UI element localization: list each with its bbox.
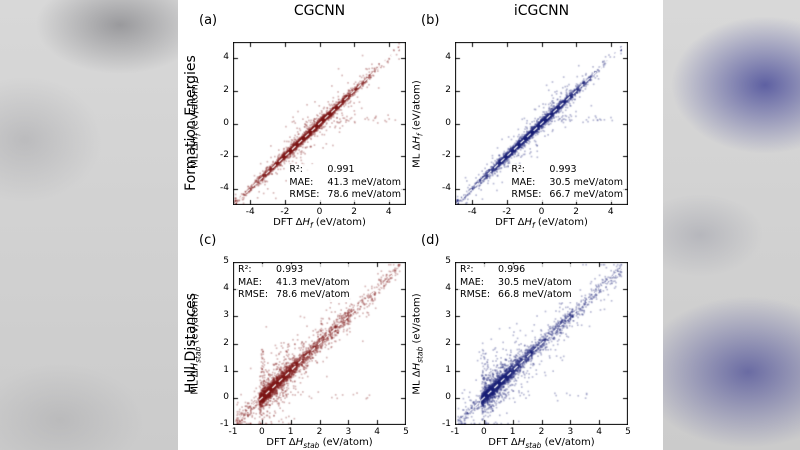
- x-tick-label: -4: [467, 207, 477, 217]
- stat-value: 41.3 meV/atom: [276, 276, 350, 288]
- x-tick-label: 1: [287, 427, 294, 437]
- x-tick-label: -2: [280, 207, 290, 217]
- stat-label: R²:: [289, 164, 303, 176]
- x-tick-label: -4: [245, 207, 255, 217]
- y-axis-label: ML ΔHf (eV/atom): [411, 79, 425, 168]
- y-tick-label: 4: [223, 283, 229, 294]
- stats-box: R²: 0.993 MAE: 41.3 meV/atom RMSE: 78.6 meV/a…: [236, 264, 352, 302]
- stats-box: R²: 0.993 MAE: 30.5 meV/atom RMSE: 66.7 meV/a…: [509, 164, 625, 202]
- y-tick-label: 2: [223, 337, 229, 348]
- x-tick-label: -2: [502, 207, 512, 217]
- stat-label: MAE:: [289, 176, 314, 188]
- x-axis-label: DFT ΔHstab (eV/atom): [488, 437, 595, 450]
- x-tick-label: 0: [480, 427, 487, 437]
- y-tick-label: 0: [223, 117, 229, 128]
- stat-value: 30.5 meV/atom: [498, 276, 572, 288]
- x-tick-label: 5: [403, 427, 409, 437]
- y-axis-label: ML ΔHf (eV/atom): [189, 79, 203, 168]
- y-tick-label: -1: [220, 419, 229, 429]
- stat-value: 0.991: [327, 164, 355, 176]
- x-tick-label: 2: [538, 427, 545, 437]
- stat-value: 0.996: [498, 264, 526, 275]
- stat-label: MAE:: [460, 276, 484, 288]
- x-tick-label: 0: [316, 207, 323, 217]
- subplot-c: (c) -1 0 1 2 3 4 5 -1 0 1 2 3 4 5 DFT ΔHstab (eV/atom) M…: [190, 233, 409, 450]
- y-tick-label: -4: [442, 182, 451, 193]
- y-tick-label: 2: [223, 84, 229, 95]
- stats-box: R²: 0.996 MAE: 30.5 meV/atom RMSE: 66.8 meV/a…: [458, 264, 574, 302]
- x-tick-label: 4: [596, 427, 603, 437]
- x-tick-label: 0: [538, 207, 545, 217]
- stat-value: 0.993: [549, 164, 577, 176]
- y-tick-label: 4: [445, 52, 451, 63]
- paper-figure: CGCNN iCGCNN Formation Energies Hull Dis…: [178, 0, 663, 450]
- y-tick-label: 3: [445, 310, 451, 321]
- stat-value: 30.5 meV/atom: [549, 176, 623, 188]
- x-tick-label: 4: [374, 427, 381, 437]
- subplot-a: (a) -4 -2 0 2 4 -4 -2 0 2 4 DFT ΔHf (eV/atom) ML ΔHf…: [190, 13, 406, 230]
- x-tick-label: 2: [316, 427, 323, 437]
- x-tick-label: 5: [625, 427, 631, 437]
- stat-label: RMSE:: [511, 189, 542, 201]
- panel-letter: (d): [421, 233, 440, 248]
- x-axis-label: DFT ΔHstab (eV/atom): [266, 437, 373, 450]
- stat-value: 66.7 meV/atom: [549, 189, 623, 201]
- column-header-cgcnn: CGCNN: [293, 3, 346, 19]
- x-tick-label: -1: [228, 427, 238, 437]
- panel-letter: (a): [199, 13, 218, 28]
- x-tick-label: 4: [607, 207, 614, 217]
- y-tick-label: 1: [223, 364, 229, 375]
- x-tick-label: 0: [258, 427, 265, 437]
- stat-label: R²:: [238, 264, 252, 275]
- stat-value: 78.6 meV/atom: [327, 189, 401, 201]
- stat-label: RMSE:: [289, 189, 320, 201]
- panel-letter: (b): [421, 13, 440, 28]
- y-tick-label: 1: [445, 364, 451, 375]
- stat-label: R²:: [511, 164, 525, 176]
- y-tick-label: 0: [445, 117, 451, 128]
- stat-value: 78.6 meV/atom: [276, 289, 350, 301]
- stat-label: RMSE:: [460, 289, 491, 301]
- stat-label: R²:: [460, 264, 474, 275]
- stat-label: RMSE:: [238, 289, 269, 301]
- y-axis-label: ML ΔHstab (eV/atom): [411, 292, 425, 395]
- x-tick-label: -1: [450, 427, 460, 437]
- x-tick-label: 3: [567, 427, 574, 437]
- y-tick-label: 3: [223, 310, 229, 321]
- y-tick-label: -4: [220, 182, 229, 193]
- stat-label: MAE:: [511, 176, 536, 188]
- x-tick-label: 2: [573, 207, 579, 217]
- stat-label: MAE:: [238, 276, 262, 288]
- y-tick-label: 2: [445, 84, 451, 95]
- x-tick-label: 4: [385, 207, 392, 217]
- y-tick-label: 5: [223, 256, 229, 266]
- y-tick-label: 4: [445, 283, 451, 294]
- column-header-icgcnn: iCGCNN: [513, 3, 570, 19]
- x-tick-label: 1: [509, 427, 516, 437]
- stat-value: 41.3 meV/atom: [327, 176, 401, 188]
- y-tick-label: 0: [445, 391, 451, 402]
- subplot-b: (b) -4 -2 0 2 4 -4 -2 0 2 4 DFT ΔHf (eV/atom) ML ΔHf…: [412, 13, 628, 230]
- x-tick-label: 3: [345, 427, 352, 437]
- y-tick-label: 0: [223, 391, 229, 402]
- x-axis-label: DFT ΔHf (eV/atom): [273, 217, 366, 230]
- x-axis-label: DFT ΔHf (eV/atom): [495, 217, 588, 230]
- y-tick-label: -2: [220, 150, 229, 161]
- y-tick-label: 2: [445, 337, 451, 348]
- y-tick-label: -1: [442, 419, 451, 429]
- subplot-d: (d) -1 0 1 2 3 4 5 -1 0 1 2 3 4 5 DFT ΔHstab (eV/atom) M…: [412, 233, 631, 450]
- y-tick-label: 4: [223, 52, 229, 63]
- y-tick-label: 5: [445, 256, 451, 266]
- x-tick-label: 2: [351, 207, 357, 217]
- stats-box: R²: 0.991 MAE: 41.3 meV/atom RMSE: 78.6 meV/a…: [287, 164, 403, 202]
- y-axis-label: ML ΔHstab (eV/atom): [189, 292, 203, 395]
- panel-letter: (c): [199, 233, 217, 248]
- y-tick-label: -2: [442, 150, 451, 161]
- stat-value: 66.8 meV/atom: [498, 289, 572, 301]
- stat-value: 0.993: [276, 264, 304, 275]
